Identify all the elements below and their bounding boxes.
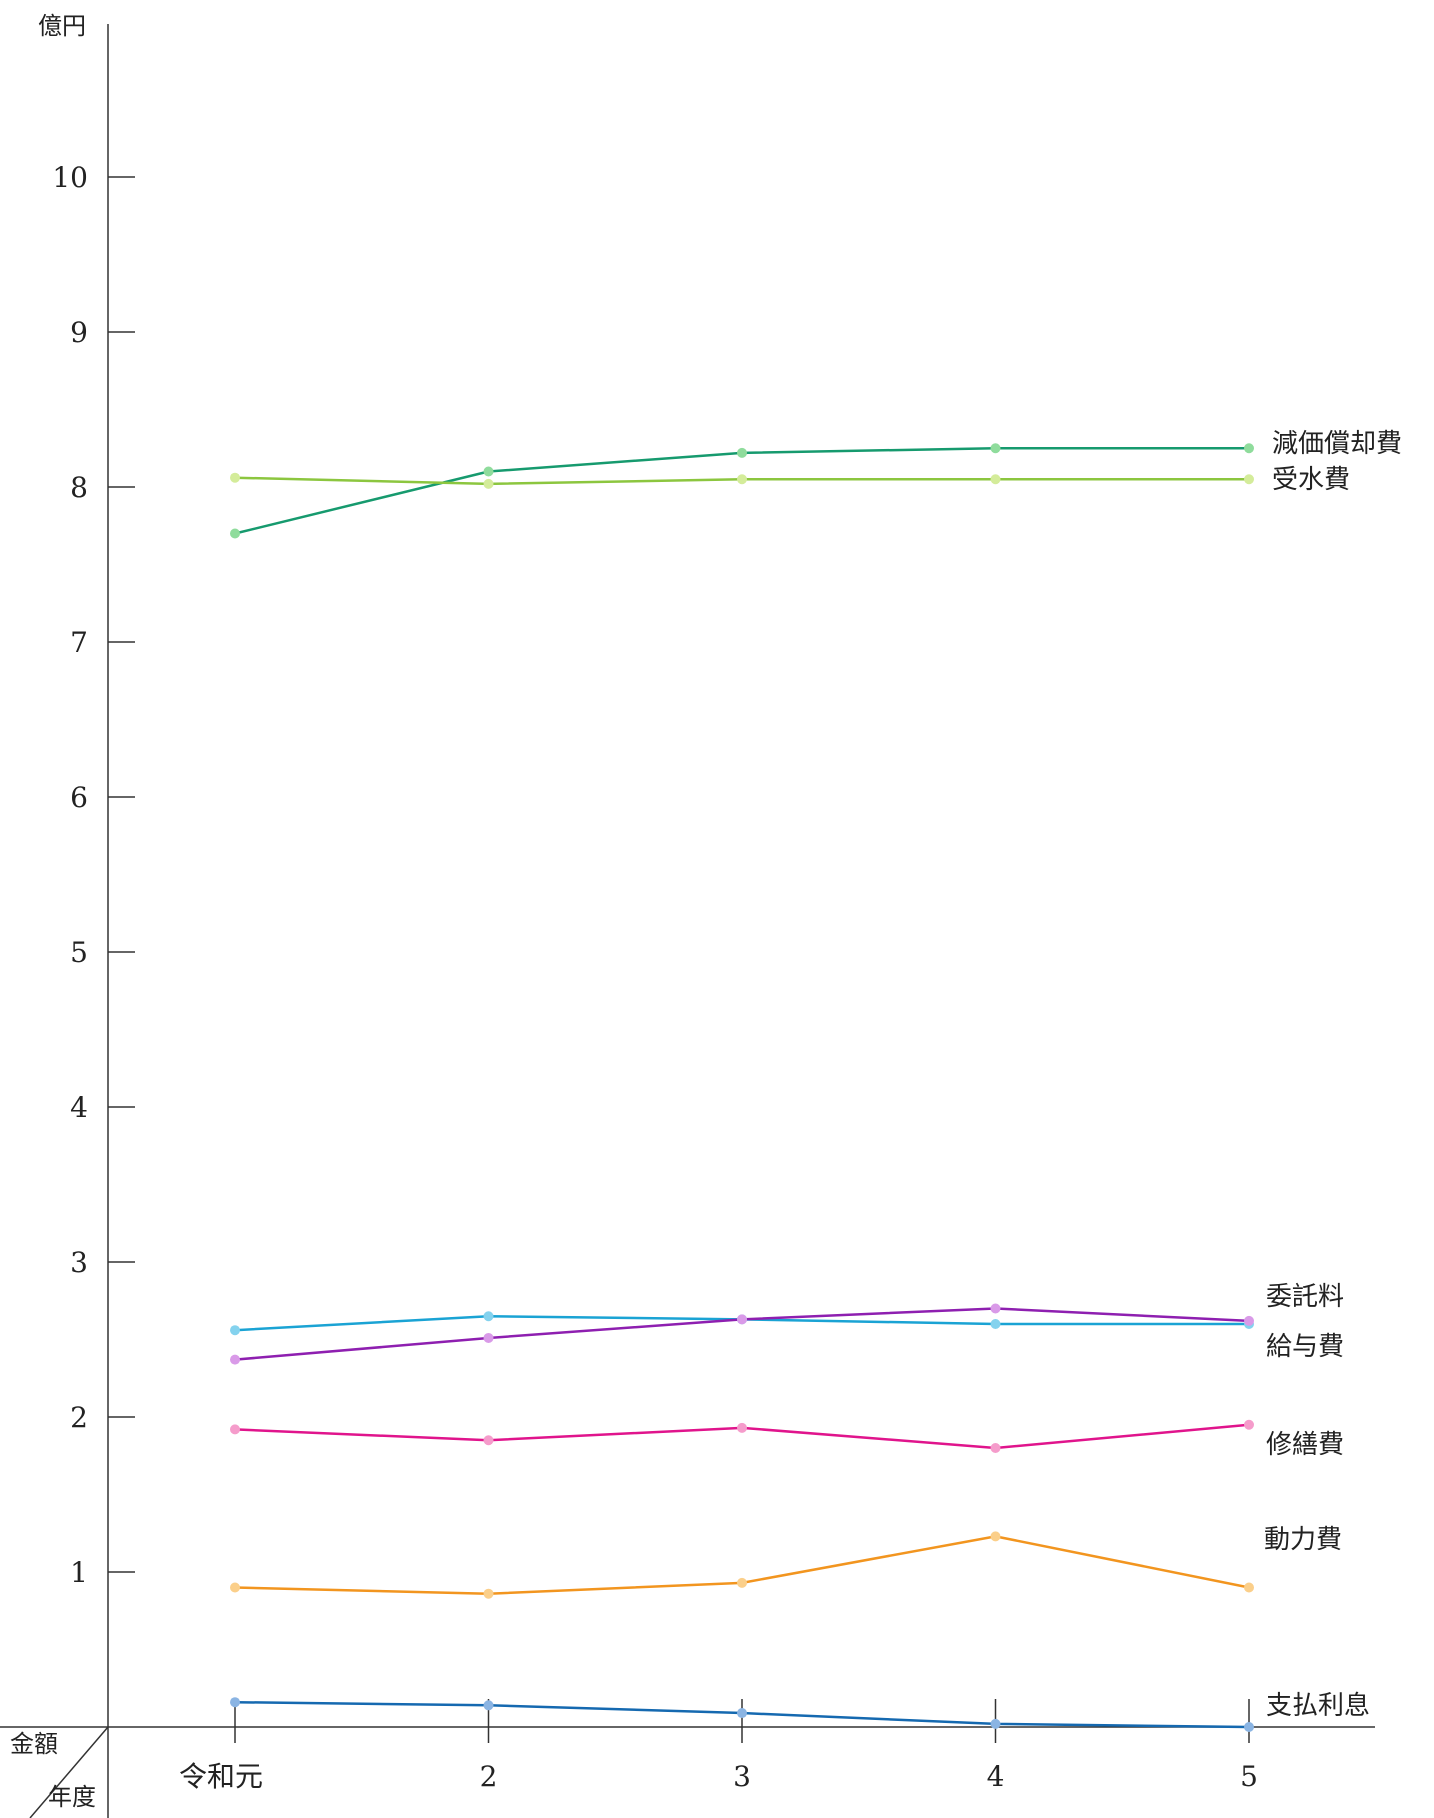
- y-tick-label: 4: [70, 1091, 88, 1124]
- data-point: [483, 1700, 494, 1711]
- y-tick-label: 8: [70, 471, 88, 504]
- data-point: [230, 1424, 240, 1435]
- x-tick-label: 2: [480, 1760, 498, 1793]
- y-tick-label: 2: [70, 1401, 88, 1434]
- data-point: [230, 1582, 240, 1593]
- data-point: [737, 1422, 747, 1433]
- data-point: [1244, 1582, 1254, 1593]
- y-ticks: 1 2 3 4 5 6 7 8 9 10: [52, 161, 135, 1589]
- data-point: [990, 1531, 1001, 1542]
- data-point: [1244, 1315, 1254, 1326]
- data-point: [230, 472, 240, 483]
- data-point: [990, 1443, 1001, 1453]
- data-point: [1244, 474, 1254, 485]
- x-tick-label: 5: [1240, 1760, 1258, 1793]
- data-point: [737, 1708, 747, 1719]
- y-unit-label: 億円: [38, 12, 86, 40]
- x-tick-label: 令和元: [179, 1760, 263, 1793]
- y-tick-label: 9: [70, 316, 88, 349]
- data-point: [483, 1588, 494, 1599]
- data-point: [483, 466, 494, 477]
- x-tick-label: 4: [987, 1760, 1005, 1793]
- corner-bottom-label: 年度: [48, 1783, 96, 1811]
- y-tick-label: 10: [52, 161, 88, 194]
- y-tick-label: 3: [70, 1246, 88, 1279]
- data-point: [483, 478, 494, 489]
- corner-divider: [29, 1726, 109, 1818]
- series-line: [234, 447, 1249, 535]
- series-label: 受水費: [1272, 465, 1350, 495]
- data-point: [990, 474, 1001, 485]
- y-tick-label: 6: [70, 781, 88, 814]
- data-point: [230, 1697, 240, 1708]
- data-point: [1244, 443, 1254, 454]
- data-point: [737, 447, 747, 458]
- series-points: [230, 443, 1254, 1732]
- series-label: 給与費: [1266, 1332, 1344, 1362]
- series-label: 減価償却費: [1272, 429, 1402, 459]
- y-tick-label: 1: [70, 1556, 88, 1589]
- data-point: [737, 1314, 747, 1325]
- data-point: [1244, 1722, 1254, 1732]
- corner-top-label: 金額: [10, 1730, 58, 1758]
- data-point: [230, 1325, 240, 1336]
- y-tick-label: 7: [70, 626, 88, 659]
- x-tick-label: 3: [733, 1760, 751, 1793]
- data-point: [990, 1319, 1001, 1329]
- data-point: [990, 1718, 1001, 1729]
- data-point: [1244, 1419, 1254, 1430]
- data-point: [990, 443, 1001, 454]
- series-lines: [234, 447, 1250, 1729]
- data-point: [737, 474, 747, 485]
- data-point: [483, 1311, 494, 1322]
- data-point: [230, 1354, 240, 1365]
- data-point: [483, 1435, 494, 1446]
- series-label: 修繕費: [1266, 1430, 1344, 1460]
- data-point: [483, 1332, 494, 1343]
- series-label: 委託料: [1266, 1282, 1344, 1312]
- series-label: 支払利息: [1266, 1691, 1370, 1721]
- series-label: 動力費: [1264, 1525, 1342, 1555]
- y-tick-label: 5: [70, 936, 88, 969]
- data-point: [737, 1577, 747, 1588]
- data-point: [990, 1303, 1001, 1314]
- data-point: [230, 528, 240, 539]
